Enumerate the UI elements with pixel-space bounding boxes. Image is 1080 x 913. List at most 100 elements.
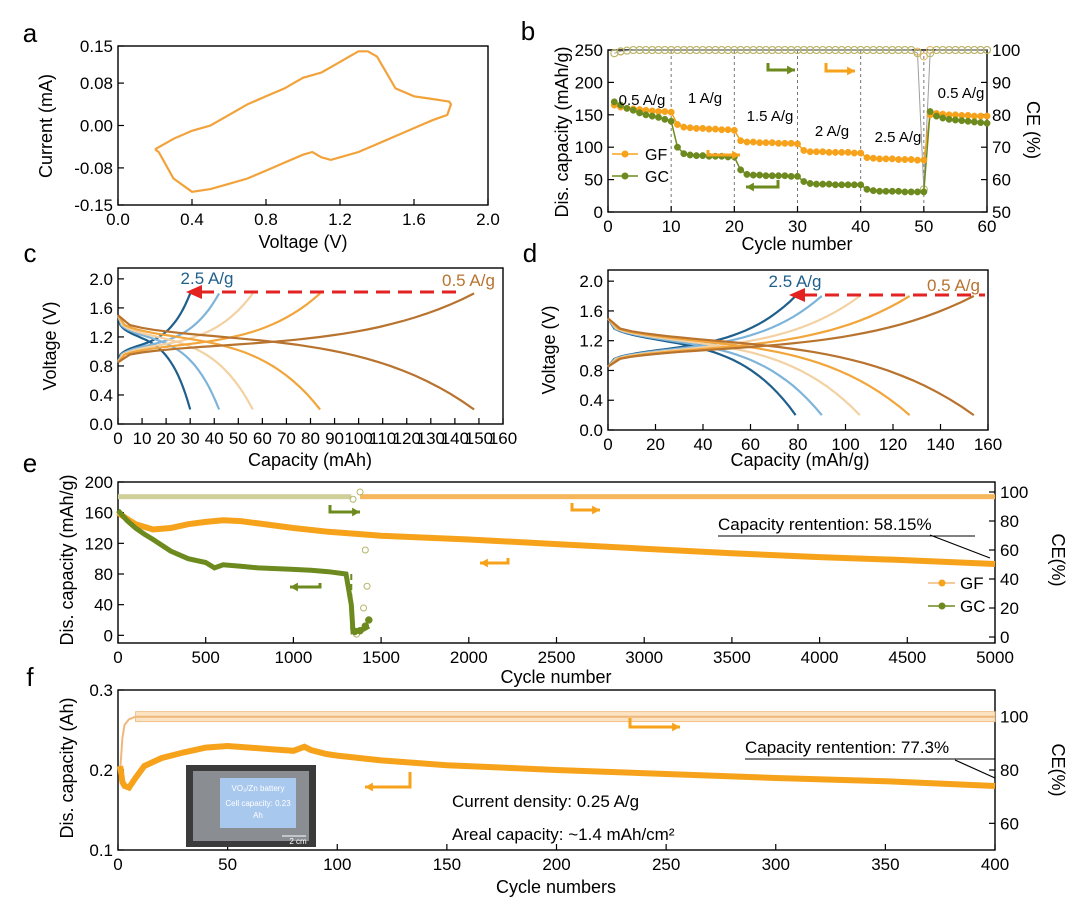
- gf-marker: [756, 139, 764, 147]
- x-tick-label-2: 50: [229, 429, 248, 448]
- y-axis-title-e: Dis. capacity (mAh/g): [57, 474, 77, 645]
- gc-ce-marker: [774, 46, 783, 54]
- gc-ce-marker: [881, 46, 890, 54]
- gf-marker: [730, 126, 738, 134]
- gc-marker: [692, 152, 700, 160]
- x-tick-label-0: 1.6: [402, 210, 426, 229]
- gc-ce-marker: [951, 46, 960, 54]
- gc-marker: [756, 171, 764, 179]
- gf-marker: [743, 138, 751, 146]
- y-tick-label-4: 160: [85, 504, 113, 523]
- gf-marker: [895, 156, 903, 163]
- gf-marker: [970, 112, 978, 120]
- discharge-curve: [117, 314, 475, 411]
- gc-ce-marker: [844, 46, 853, 54]
- rate-label: 0.5 A/g: [938, 85, 985, 102]
- gc-ce-marker: [641, 46, 650, 54]
- gf-marker: [844, 148, 852, 156]
- rate-label-fast: 2.5 A/g: [769, 272, 822, 291]
- gc-marker: [876, 187, 884, 195]
- y-tick-label-0: 0.00: [80, 117, 113, 136]
- capacity-line: [117, 742, 996, 792]
- scale-bar-label: 2 cm: [289, 837, 307, 846]
- gc-ce-marker: [755, 46, 764, 54]
- charge-curve: [607, 295, 975, 368]
- gf-marker: [705, 125, 713, 133]
- gf-marker: [869, 154, 877, 162]
- gf-marker: [674, 121, 681, 128]
- gc-marker: [983, 119, 991, 127]
- gc-ce-marker: [635, 46, 644, 54]
- x-tick-label-3: 60: [741, 435, 760, 454]
- gf-marker: [806, 148, 814, 156]
- gf-marker: [882, 155, 890, 163]
- cv-curve: [154, 50, 453, 193]
- y-right-tick-label-4: 20: [1000, 599, 1019, 618]
- arrow-to-left-axis: [480, 558, 510, 565]
- gc-ce-marker: [730, 46, 739, 54]
- legend-gc-marker: [938, 602, 946, 610]
- gc-marker: [655, 113, 662, 121]
- x-tick-label-1: 10: [662, 217, 681, 236]
- rate-label: 0.5 A/g: [619, 92, 666, 109]
- gc-marker: [800, 178, 808, 185]
- gc-ce-marker: [888, 46, 897, 54]
- gc-marker: [869, 187, 877, 195]
- gc-ce-marker: [976, 46, 985, 54]
- rate-label: 2.5 A/g: [875, 129, 922, 146]
- arrow-to-right-axis: [766, 63, 795, 72]
- gf-marker: [699, 124, 707, 132]
- gc-marker: [951, 116, 959, 124]
- gf-marker: [781, 139, 789, 147]
- arrow-to-right-axis: [570, 503, 600, 512]
- arrow-to-right-axis-head: [787, 65, 795, 75]
- y-tick-label-5: 0.2: [89, 761, 113, 780]
- gc-ce-marker: [913, 49, 922, 58]
- y-right-tick-label-4: 100: [1000, 483, 1028, 502]
- gc-marker: [775, 172, 782, 180]
- y-tick-label-3: 1.2: [579, 332, 603, 351]
- gf-marker: [768, 139, 776, 147]
- gf-marker: [800, 146, 808, 154]
- x-tick-label-3: 120: [879, 435, 907, 454]
- legend-gf-marker: [621, 150, 629, 158]
- y-right-tick-label-4: 80: [1000, 512, 1019, 531]
- y-tick-label-3: 0.8: [579, 361, 603, 380]
- gc-ce-marker: [964, 46, 973, 54]
- gc-tail-marker: [356, 626, 364, 635]
- gc-ce-marker: [850, 46, 859, 54]
- gc-ce-marker: [970, 46, 979, 54]
- gf-marker: [692, 124, 700, 132]
- arrow-to-left-axis-head: [365, 782, 373, 792]
- arrow-to-right-axis-head: [847, 66, 855, 76]
- x-axis-title-f: Cycle numbers: [496, 877, 616, 897]
- retention-pointer: [929, 534, 991, 559]
- y-tick-label-2: 0.0: [89, 415, 113, 434]
- x-tick-label-5: 400: [981, 855, 1009, 874]
- gc-ce-marker: [831, 46, 840, 54]
- gf-marker: [983, 112, 991, 120]
- rate-label-slow: 0.5 A/g: [927, 276, 980, 295]
- y-tick-label-0: -0.15: [74, 196, 113, 215]
- gf-marker: [661, 108, 669, 116]
- y-right-tick-label-5: 100: [1000, 708, 1028, 727]
- x-tick-label-4: 1000: [274, 648, 312, 667]
- gc-ce-marker: [363, 582, 371, 590]
- y-tick-label-2: 2.0: [89, 270, 113, 289]
- legend-gc-marker: [621, 172, 629, 180]
- x-tick-label-1: 0: [603, 217, 612, 236]
- gf-marker: [787, 139, 795, 147]
- x-tick-label-2: 70: [277, 429, 296, 448]
- x-tick-label-2: 0: [113, 429, 122, 448]
- rate-label: 1.5 A/g: [747, 108, 794, 125]
- gc-ce-marker: [926, 49, 935, 58]
- x-axis-title-e: Cycle number: [500, 667, 611, 687]
- gf-marker: [819, 148, 827, 156]
- gc-ce-marker: [875, 46, 884, 54]
- gc-ce-marker: [945, 46, 954, 54]
- gc-marker: [825, 180, 833, 188]
- x-tick-label-3: 100: [831, 435, 859, 454]
- y-tick-label-1: 50: [584, 171, 603, 190]
- ce-line: [119, 715, 995, 771]
